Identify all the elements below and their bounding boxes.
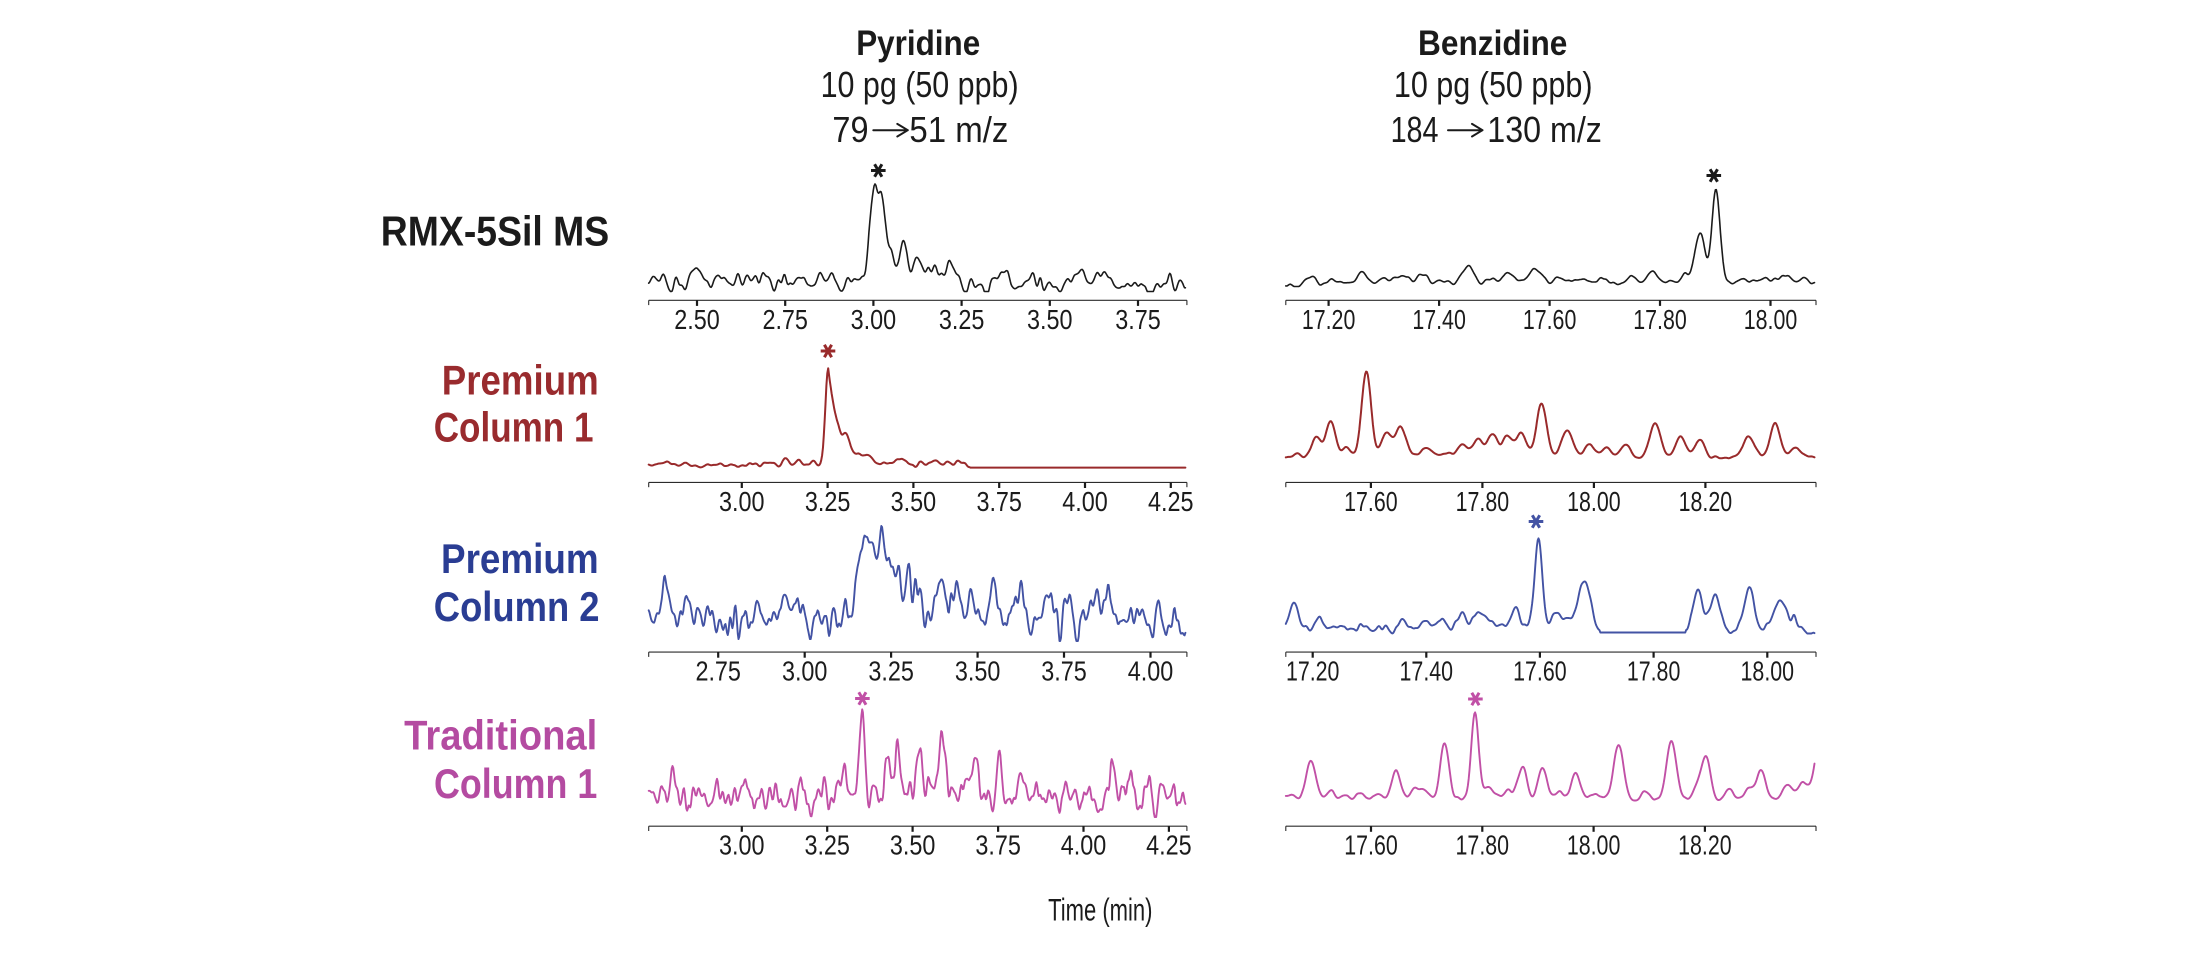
svg-text:3.25: 3.25 [804,830,850,861]
svg-text:3.50: 3.50 [955,656,1001,687]
svg-text:10 pg (50 ppb): 10 pg (50 ppb) [821,64,1019,105]
svg-text:4.25: 4.25 [1148,486,1194,517]
svg-text:Column 1: Column 1 [434,404,594,451]
svg-text:3.00: 3.00 [782,656,828,687]
svg-text:17.60: 17.60 [1344,486,1398,517]
svg-text:Time (min): Time (min) [1048,893,1152,928]
svg-text:18.00: 18.00 [1744,304,1798,335]
svg-text:4.00: 4.00 [1128,656,1174,687]
svg-text:17.40: 17.40 [1400,656,1454,687]
svg-text:17.20: 17.20 [1286,656,1340,687]
svg-text:3.75: 3.75 [976,486,1022,517]
svg-text:Premium: Premium [441,535,599,582]
svg-text:3.50: 3.50 [891,486,937,517]
svg-text:3.00: 3.00 [719,486,765,517]
svg-text:3.25: 3.25 [939,304,985,335]
svg-text:130 m/z: 130 m/z [1487,109,1602,150]
svg-text:Column 2: Column 2 [434,583,600,630]
svg-text:17.80: 17.80 [1633,304,1687,335]
svg-text:3.75: 3.75 [1041,656,1087,687]
svg-text:17.80: 17.80 [1456,486,1510,517]
svg-text:3.50: 3.50 [1027,304,1073,335]
svg-text:18.00: 18.00 [1567,486,1621,517]
svg-text:Benzidine: Benzidine [1418,24,1567,63]
svg-text:4.00: 4.00 [1062,486,1108,517]
svg-text:184: 184 [1391,109,1439,150]
svg-text:4.00: 4.00 [1061,830,1107,861]
svg-text:2.75: 2.75 [695,656,741,687]
svg-text:17.80: 17.80 [1456,830,1510,861]
svg-text:18.20: 18.20 [1678,830,1732,861]
svg-text:17.60: 17.60 [1344,830,1398,861]
svg-text:Column 1: Column 1 [434,760,597,807]
svg-text:3.25: 3.25 [805,486,851,517]
svg-text:3.75: 3.75 [975,830,1021,861]
svg-text:79: 79 [832,109,868,150]
svg-text:Pyridine: Pyridine [856,24,980,63]
svg-text:17.80: 17.80 [1627,656,1681,687]
svg-text:18.00: 18.00 [1741,656,1795,687]
svg-text:17.40: 17.40 [1412,304,1466,335]
svg-text:2.75: 2.75 [762,304,808,335]
svg-text:RMX-5Sil MS: RMX-5Sil MS [381,207,609,254]
svg-text:17.60: 17.60 [1513,656,1567,687]
svg-text:3.75: 3.75 [1115,304,1161,335]
svg-text:18.20: 18.20 [1679,486,1733,517]
svg-text:3.50: 3.50 [890,830,936,861]
svg-text:17.60: 17.60 [1523,304,1577,335]
svg-text:2.50: 2.50 [674,304,720,335]
svg-text:Traditional: Traditional [404,712,597,759]
svg-text:Premium: Premium [442,357,599,404]
svg-text:4.25: 4.25 [1146,830,1192,861]
svg-text:51 m/z: 51 m/z [909,109,1008,150]
svg-text:3.25: 3.25 [868,656,914,687]
svg-text:3.00: 3.00 [719,830,765,861]
svg-text:10 pg (50 ppb): 10 pg (50 ppb) [1394,64,1593,105]
svg-text:17.20: 17.20 [1302,304,1356,335]
svg-text:3.00: 3.00 [851,304,897,335]
svg-text:18.00: 18.00 [1567,830,1621,861]
